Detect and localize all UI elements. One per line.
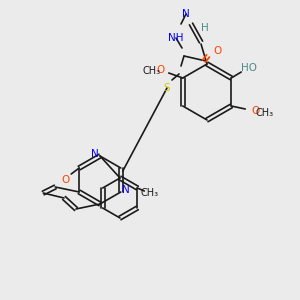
Text: N: N	[91, 149, 99, 159]
Text: H: H	[201, 23, 209, 33]
Text: O: O	[61, 175, 69, 185]
Text: HO: HO	[241, 63, 257, 73]
Text: CH₃: CH₃	[255, 108, 273, 118]
Text: O: O	[157, 65, 165, 75]
Text: CH₃: CH₃	[140, 188, 158, 198]
Text: O: O	[214, 46, 222, 56]
Text: N: N	[182, 9, 190, 19]
Text: CH₃: CH₃	[143, 66, 161, 76]
Text: NH: NH	[168, 33, 184, 43]
Text: O: O	[251, 106, 260, 116]
Text: S: S	[164, 83, 170, 93]
Text: N: N	[122, 185, 130, 195]
